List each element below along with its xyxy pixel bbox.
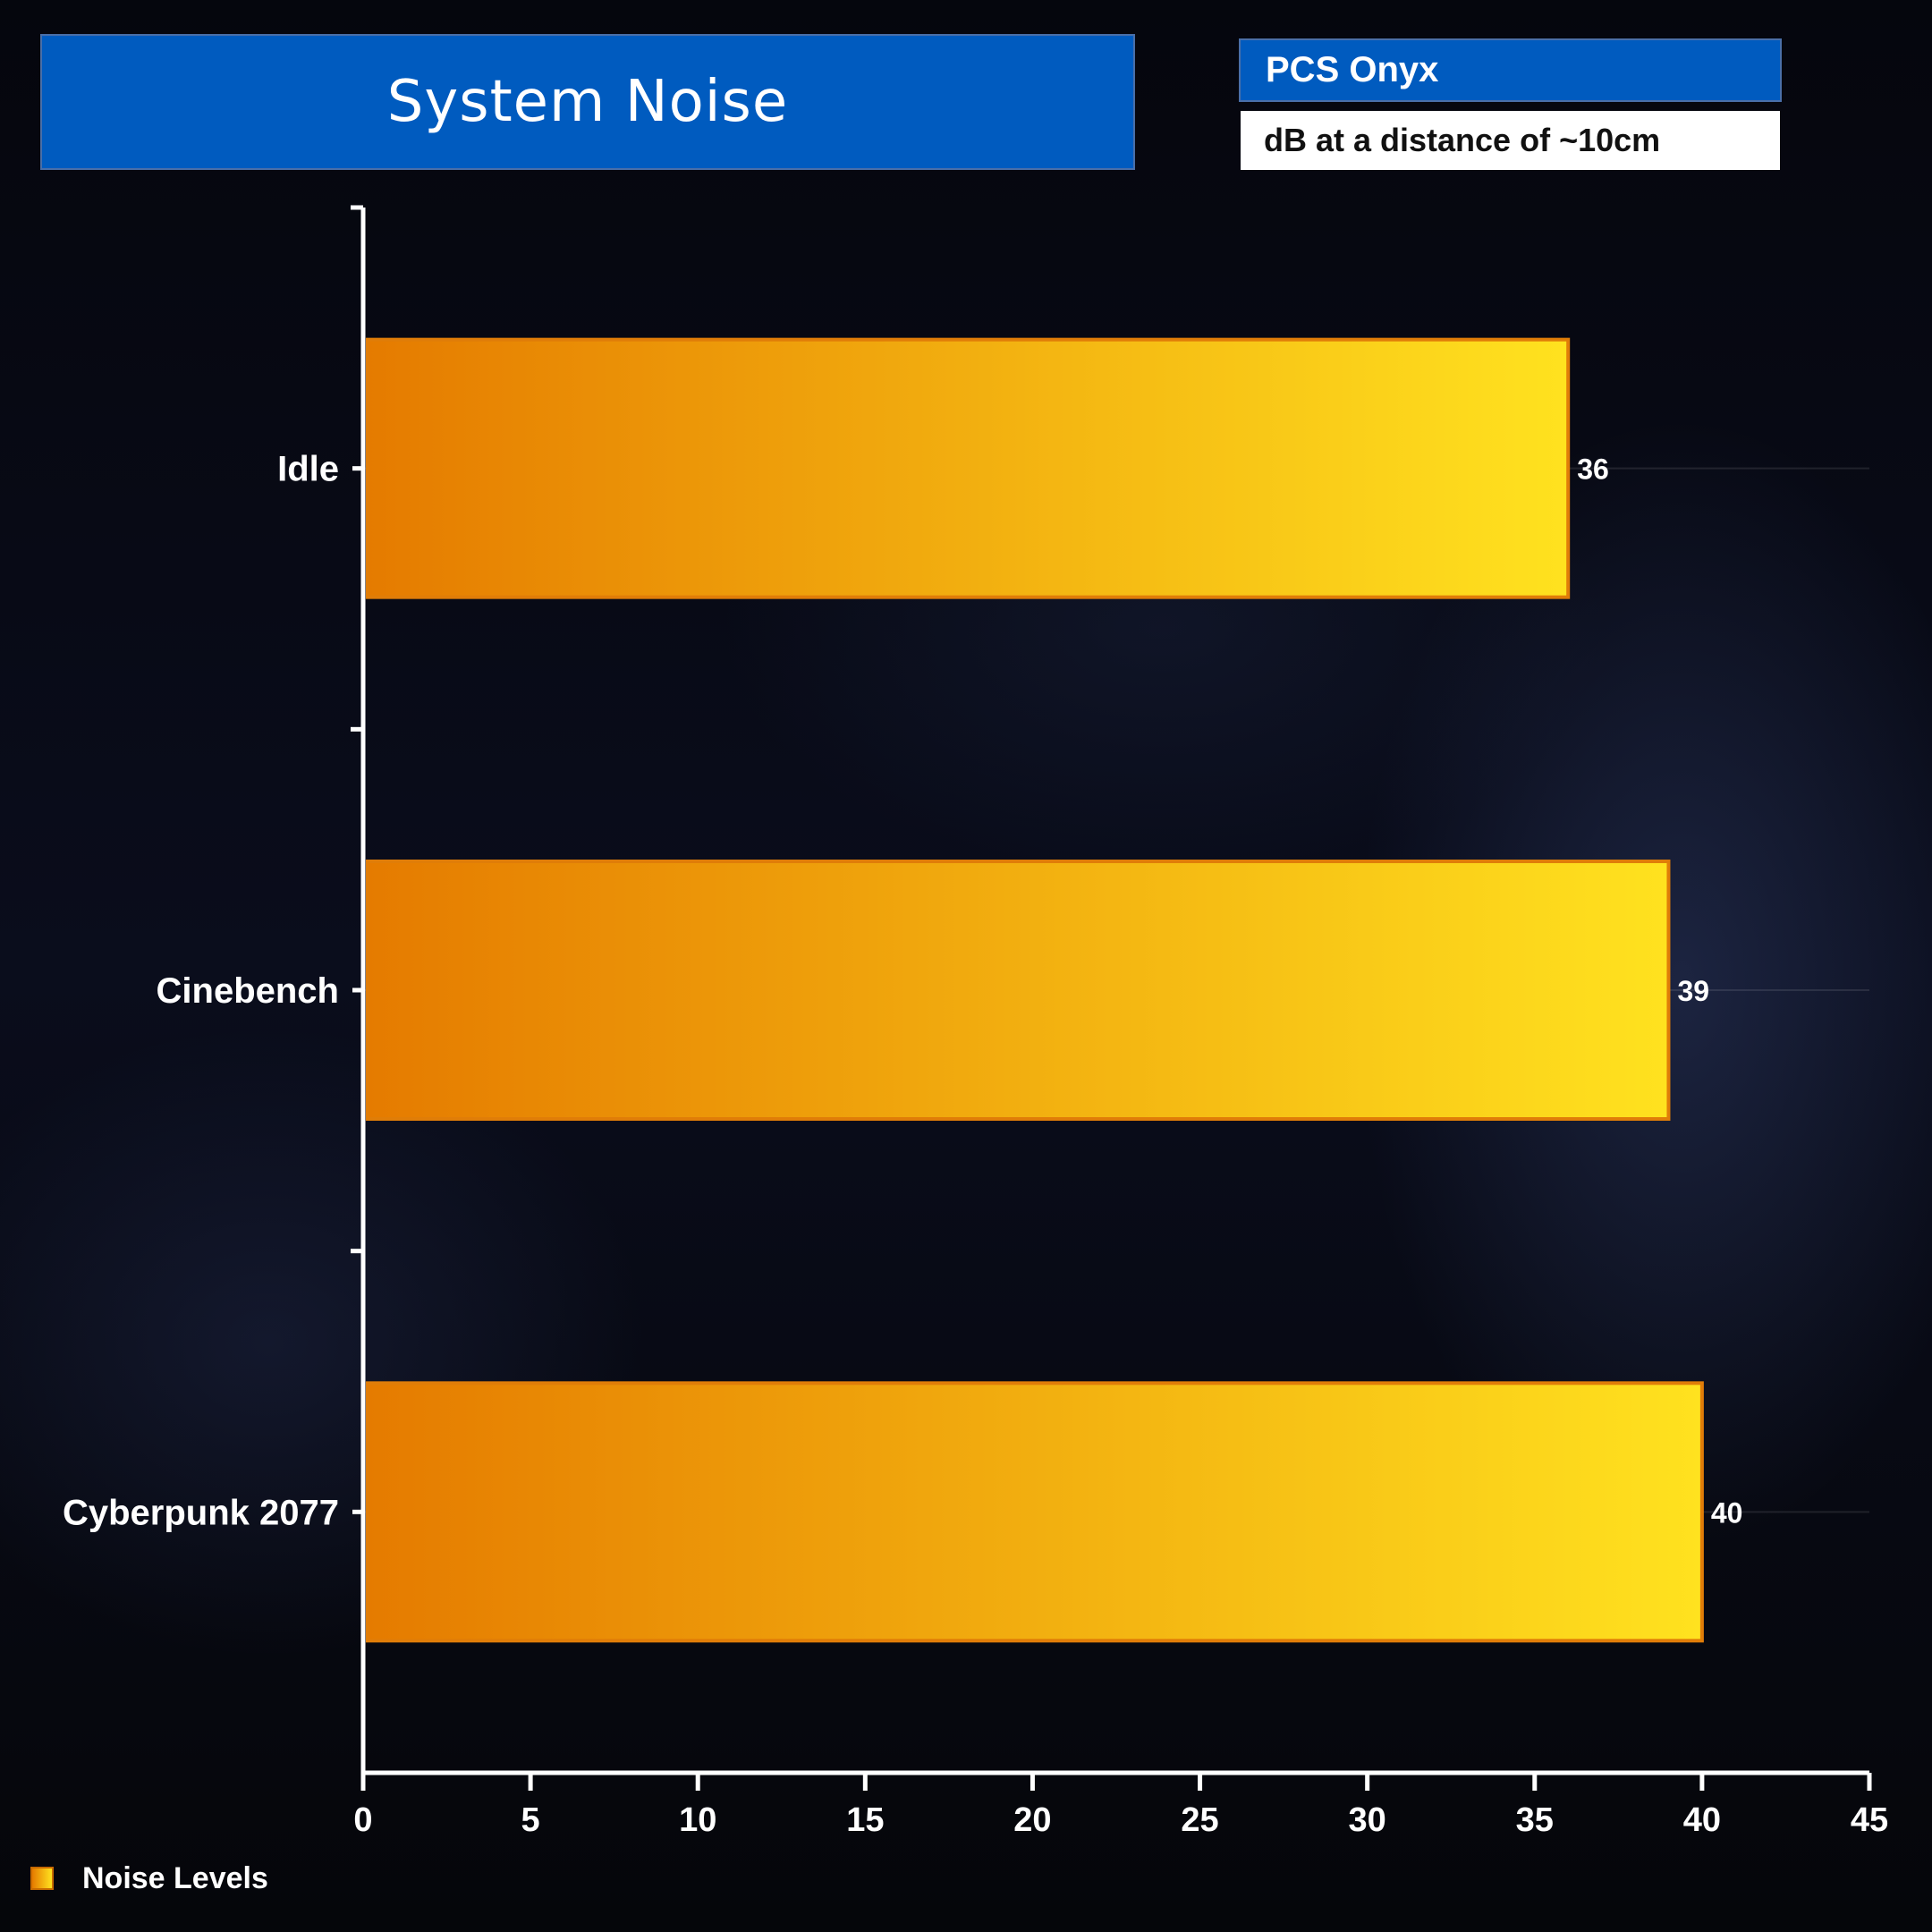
x-tick-label: 10 xyxy=(679,1801,716,1839)
unit-note: dB at a distance of ~10cm xyxy=(1264,122,1661,158)
data-label: 39 xyxy=(1677,975,1709,1007)
legend-label: Noise Levels xyxy=(82,1860,268,1895)
category-label: Cinebench xyxy=(157,971,339,1011)
bar xyxy=(366,1381,1704,1643)
unit-note-box: dB at a distance of ~10cm xyxy=(1241,111,1780,170)
chart-subtitle: PCS Onyx xyxy=(1266,50,1439,89)
legend-swatch xyxy=(30,1867,54,1890)
data-label: 36 xyxy=(1577,453,1609,486)
x-tick-label: 30 xyxy=(1349,1801,1386,1839)
category-label: Idle xyxy=(277,450,339,489)
data-label: 40 xyxy=(1711,1496,1743,1529)
chart-title: System Noise xyxy=(386,69,789,135)
x-tick-label: 25 xyxy=(1181,1801,1218,1839)
x-tick-label: 35 xyxy=(1516,1801,1554,1839)
category-label: Cyberpunk 2077 xyxy=(63,1493,339,1532)
legend: Noise Levels xyxy=(30,1860,268,1896)
subtitle-box: PCS Onyx xyxy=(1239,38,1782,102)
x-tick-label: 5 xyxy=(521,1801,540,1839)
x-tick-label: 20 xyxy=(1013,1801,1051,1839)
bar xyxy=(366,860,1671,1121)
bar xyxy=(366,337,1571,599)
x-tick-label: 40 xyxy=(1683,1801,1721,1839)
x-tick-label: 45 xyxy=(1851,1801,1888,1839)
x-tick-label: 15 xyxy=(846,1801,884,1839)
x-tick-label: 0 xyxy=(353,1801,372,1839)
chart-title-box: System Noise xyxy=(40,34,1135,170)
